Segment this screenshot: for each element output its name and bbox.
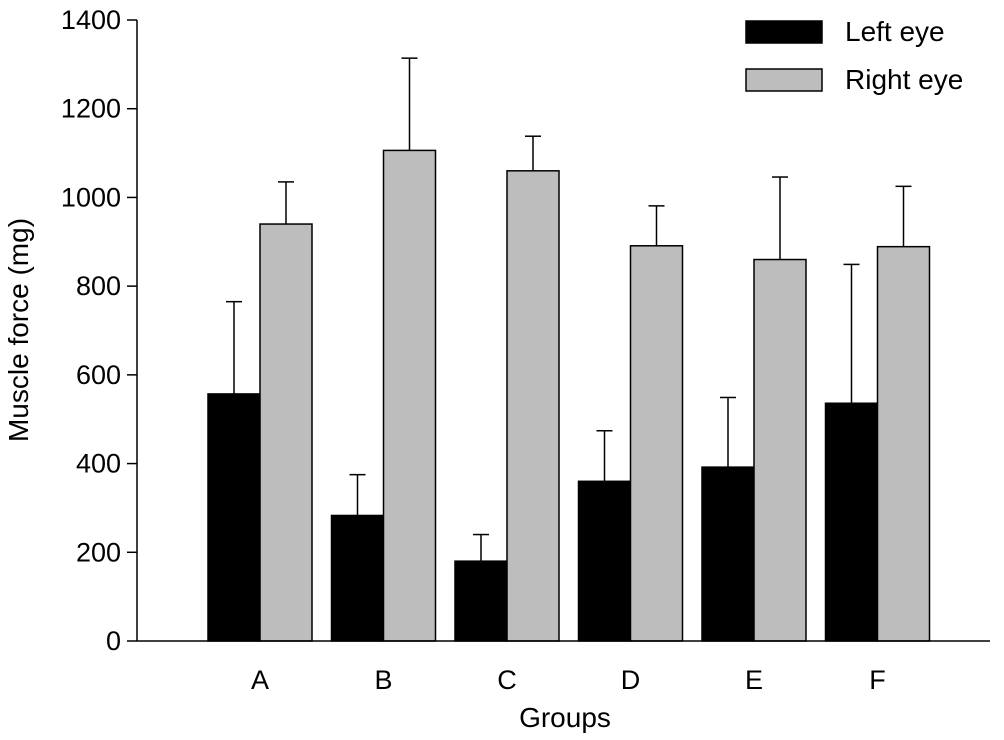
bars xyxy=(207,149,931,642)
bar-C-series-1 xyxy=(454,560,508,642)
bar-A-series-1 xyxy=(207,393,261,642)
legend-swatch-1 xyxy=(745,20,823,44)
bar-D-series-1 xyxy=(577,480,632,642)
x-tick-label: A xyxy=(251,665,269,695)
y-tick-label: 1200 xyxy=(61,94,121,124)
y-tick-label: 800 xyxy=(76,271,121,301)
x-axis-label: Groups xyxy=(519,702,611,733)
y-tick-label: 1000 xyxy=(61,182,121,212)
y-tick-label: 0 xyxy=(106,626,121,656)
x-tick-label: B xyxy=(374,665,392,695)
bar-A-series-2 xyxy=(259,223,313,642)
legend-label-2: Right eye xyxy=(845,64,963,95)
bar-E-series-2 xyxy=(753,258,807,642)
error-bars xyxy=(226,57,912,562)
bar-B-series-1 xyxy=(330,514,385,642)
bar-C-series-2 xyxy=(506,170,560,642)
bar-F-series-1 xyxy=(824,402,879,642)
legend-label-1: Left eye xyxy=(845,16,945,47)
y-tick-label: 1400 xyxy=(61,5,121,35)
x-tick-label: E xyxy=(745,665,763,695)
axes: A B C D E F 0 200 400 600 800 1000 1200 1400 xyxy=(61,5,990,695)
x-tick-label: D xyxy=(621,665,641,695)
y-tick-label: 400 xyxy=(76,449,121,479)
bar-B-series-2 xyxy=(382,149,437,642)
y-axis-label: Muscle force (mg) xyxy=(3,218,34,442)
y-tick-label: 600 xyxy=(76,360,121,390)
bar-F-series-2 xyxy=(876,245,931,642)
bar-D-series-2 xyxy=(629,245,684,642)
x-tick-label: C xyxy=(497,665,517,695)
x-tick-label: F xyxy=(869,665,886,695)
bar-E-series-1 xyxy=(701,466,755,642)
legend-swatch-2 xyxy=(745,68,823,92)
legend: Left eye Right eye xyxy=(745,16,963,95)
y-tick-label: 200 xyxy=(76,537,121,567)
